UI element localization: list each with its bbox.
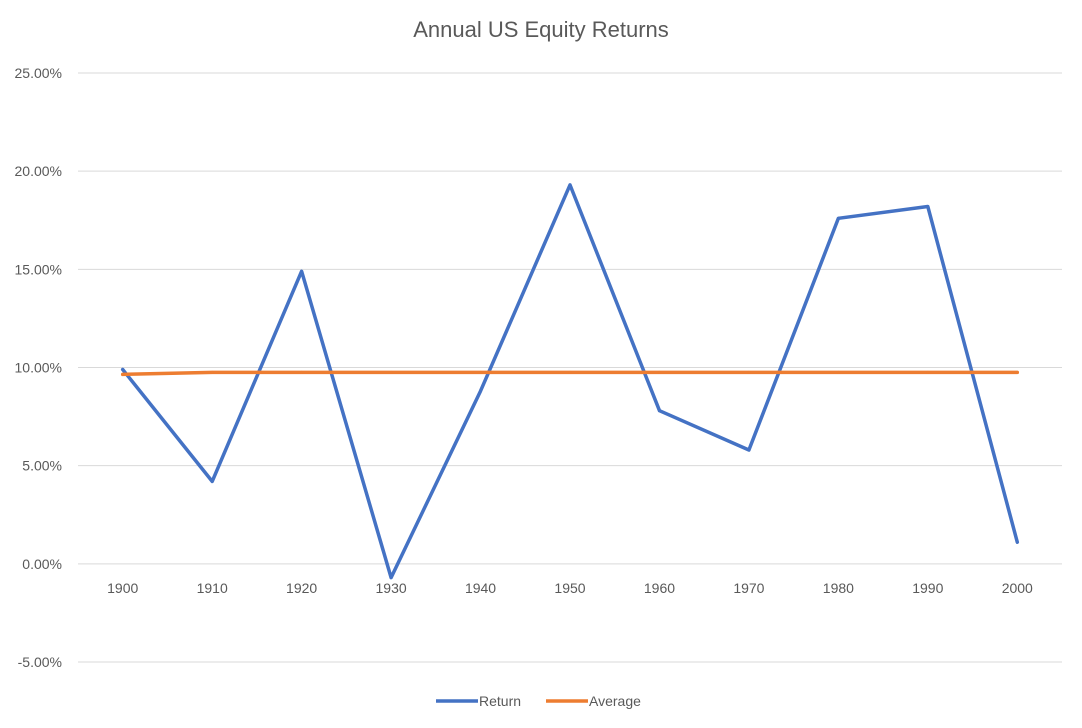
series-lines (120, 183, 1020, 580)
data-point-average (836, 370, 840, 374)
data-point-average (479, 370, 483, 374)
y-tick-label: 10.00% (15, 360, 62, 376)
x-tick-label: 1930 (376, 580, 407, 596)
data-point-average (1015, 370, 1019, 374)
gridlines (78, 72, 1062, 663)
series-line-return (120, 183, 1020, 580)
legend-item-average: Average (546, 693, 641, 709)
y-axis-tick-labels: 25.00% 20.00% 15.00% 10.00% 5.00% 0.00% -5.00% (15, 65, 62, 670)
x-tick-label: 1990 (912, 580, 943, 596)
data-point-return (1015, 540, 1019, 544)
x-tick-label: 1920 (286, 580, 317, 596)
data-point-average (657, 370, 661, 374)
x-tick-label: 1910 (197, 580, 228, 596)
x-tick-label: 1980 (823, 580, 854, 596)
legend-label: Return (479, 693, 521, 709)
data-point-average (300, 370, 304, 374)
x-tick-label: 1900 (107, 580, 138, 596)
data-point-return (479, 389, 483, 393)
x-axis-tick-labels: 1900 1910 1920 1930 1940 1950 1960 1970 1980 1990… (107, 580, 1033, 596)
chart-title: Annual US Equity Returns (413, 17, 669, 42)
y-tick-label: 20.00% (15, 163, 62, 179)
data-point-average (210, 370, 214, 374)
data-point-return (926, 205, 930, 209)
data-point-average (389, 370, 393, 374)
y-tick-label: -5.00% (18, 654, 62, 670)
data-point-return (121, 367, 125, 371)
data-point-average (121, 372, 125, 376)
x-tick-label: 1950 (554, 580, 585, 596)
x-tick-label: 2000 (1002, 580, 1033, 596)
y-tick-label: 0.00% (22, 556, 62, 572)
data-point-average (926, 370, 930, 374)
x-tick-label: 1960 (644, 580, 675, 596)
series-average (120, 370, 1020, 377)
legend: Return Average (436, 693, 641, 709)
data-point-return (568, 183, 572, 187)
legend-label: Average (589, 693, 641, 709)
data-point-return (300, 269, 304, 273)
series-return (120, 183, 1020, 580)
y-tick-label: 15.00% (15, 261, 62, 277)
y-tick-label: 5.00% (22, 458, 62, 474)
legend-item-return: Return (436, 693, 521, 709)
data-point-return (747, 448, 751, 452)
data-point-average (747, 370, 751, 374)
data-point-average (568, 370, 572, 374)
data-point-return (210, 479, 214, 483)
data-point-return (389, 576, 393, 580)
y-tick-label: 25.00% (15, 65, 62, 81)
x-tick-label: 1940 (465, 580, 496, 596)
data-point-return (836, 216, 840, 220)
x-tick-label: 1970 (733, 580, 764, 596)
data-point-return (657, 409, 661, 413)
